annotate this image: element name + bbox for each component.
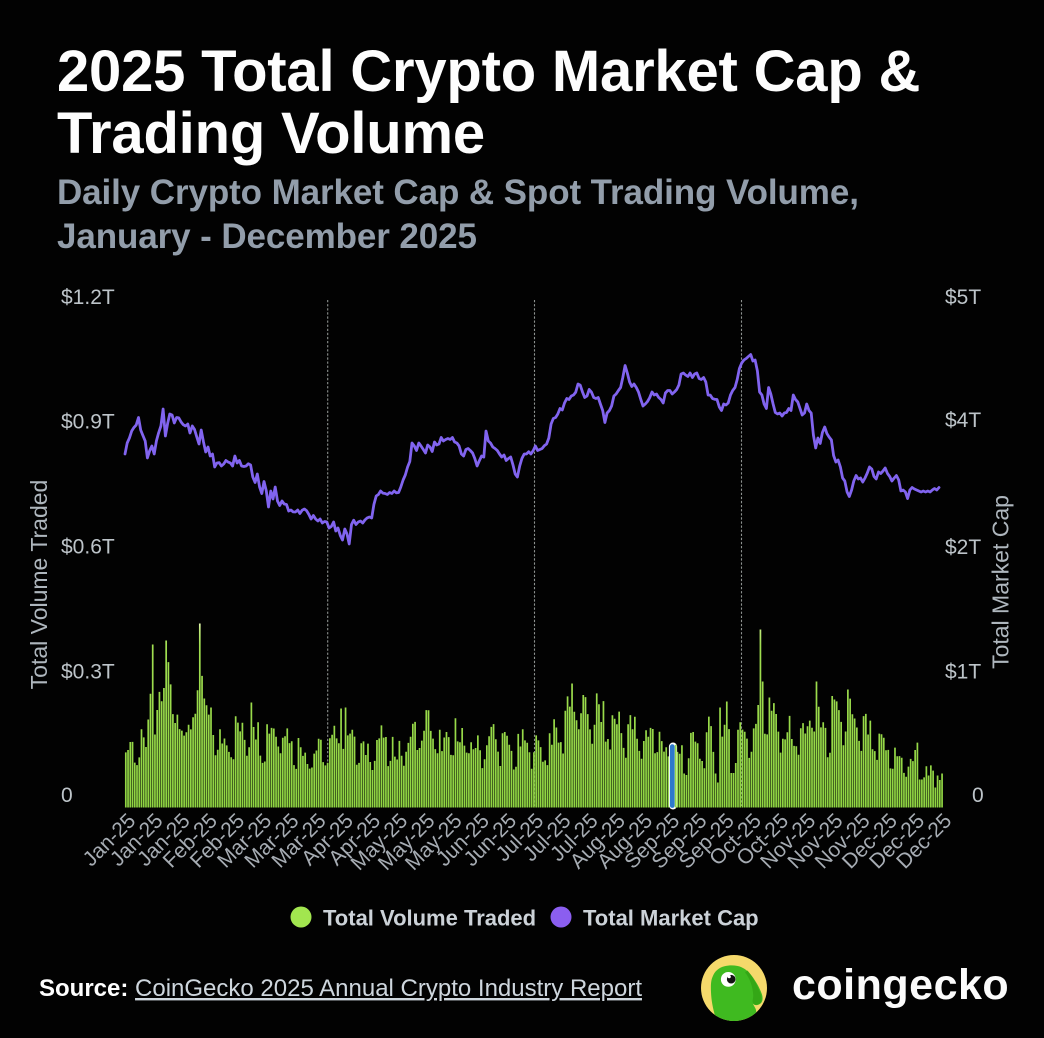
svg-text:Total Market Cap: Total Market Cap	[583, 906, 759, 931]
svg-text:2025 Total Crypto Market Cap &: 2025 Total Crypto Market Cap &	[57, 39, 920, 104]
svg-text:$4T: $4T	[945, 409, 981, 432]
svg-text:0: 0	[972, 784, 984, 807]
svg-text:$1.2T: $1.2T	[61, 286, 115, 309]
svg-text:$1T: $1T	[945, 661, 981, 684]
svg-text:Daily Crypto Market Cap & Spot: Daily Crypto Market Cap & Spot Trading V…	[57, 173, 859, 212]
svg-text:Trading Volume: Trading Volume	[57, 101, 485, 166]
svg-text:0: 0	[61, 784, 73, 807]
svg-text:Source: CoinGecko 2025 Annual: Source: CoinGecko 2025 Annual Crypto Ind…	[39, 975, 642, 1002]
svg-text:$0.3T: $0.3T	[61, 661, 115, 684]
svg-text:$0.9T: $0.9T	[61, 411, 115, 434]
svg-text:$0.6T: $0.6T	[61, 536, 115, 559]
svg-text:$2T: $2T	[945, 536, 981, 559]
svg-text:coingecko: coingecko	[792, 961, 1009, 1009]
svg-text:Total Volume Traded: Total Volume Traded	[26, 480, 52, 690]
svg-text:$5T: $5T	[945, 286, 981, 309]
svg-text:Total Volume Traded: Total Volume Traded	[323, 906, 536, 931]
svg-text:Total Market Cap: Total Market Cap	[988, 495, 1014, 669]
svg-text:January - December 2025: January - December 2025	[57, 217, 477, 256]
